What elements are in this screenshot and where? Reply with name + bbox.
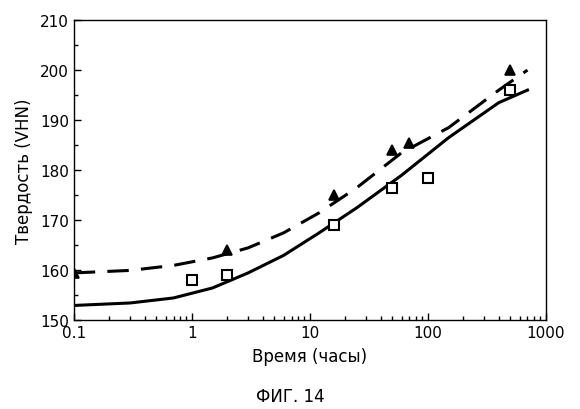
X-axis label: Время (часы): Время (часы): [252, 348, 367, 365]
Text: ФИГ. 14: ФИГ. 14: [256, 387, 324, 405]
Y-axis label: Твердость (VHN): Твердость (VHN): [15, 98, 33, 243]
